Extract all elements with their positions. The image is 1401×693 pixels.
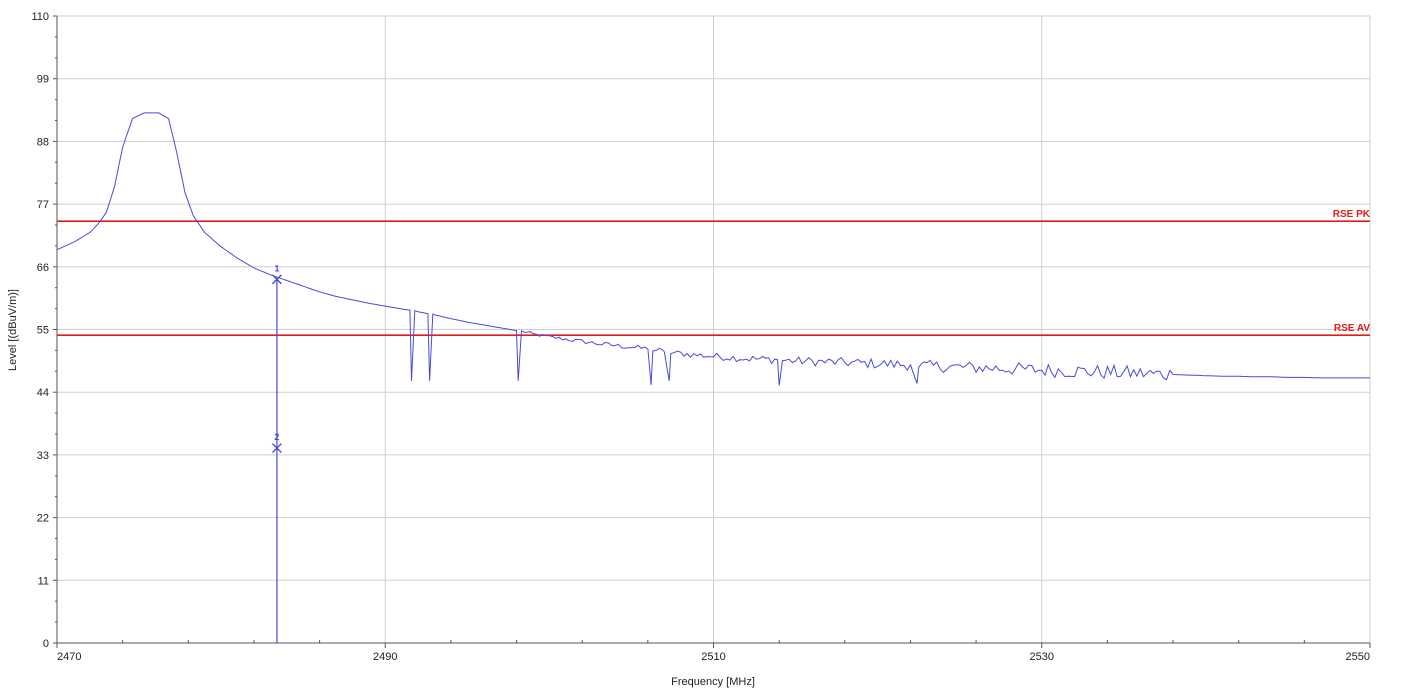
limit-line-label: RSE AV <box>1334 323 1370 334</box>
x-axis-title: Frequency [MHz] <box>671 676 755 688</box>
y-tick-label: 77 <box>37 199 49 211</box>
y-tick-label: 33 <box>37 450 49 462</box>
marker-label: 2 <box>274 432 279 442</box>
marker-label: 1 <box>274 263 279 273</box>
limit-lines: RSE PK RSE AV <box>57 209 1371 337</box>
marker-x <box>271 274 282 285</box>
trace <box>56 112 1370 386</box>
x-tick-label: 2550 <box>1346 651 1370 663</box>
axes <box>53 15 1371 648</box>
x-tick-label: 2530 <box>1030 651 1054 663</box>
y-tick-label: 11 <box>38 575 49 587</box>
spectrum-trace <box>56 112 1370 386</box>
limit-line-label: RSE PK <box>1333 209 1371 220</box>
y-axis-title: Level [(dBuV/m)] <box>7 289 19 371</box>
y-tick-label: 110 <box>31 11 49 23</box>
y-tick-label: 44 <box>37 387 49 399</box>
y-tick-label: 55 <box>37 325 49 337</box>
y-tick-label: 88 <box>37 136 49 148</box>
y-tick-label: 22 <box>37 513 49 525</box>
y-tick-label: 0 <box>43 638 49 650</box>
y-tick-label: 99 <box>37 74 49 86</box>
y-tick-label: 66 <box>37 262 49 274</box>
x-tick-label: 2510 <box>701 651 725 663</box>
markers: 12 <box>271 263 282 643</box>
marker-x <box>271 443 282 454</box>
x-tick-label: 2470 <box>57 651 81 663</box>
grid-lines <box>57 15 1371 643</box>
x-tick-label: 2490 <box>373 651 397 663</box>
